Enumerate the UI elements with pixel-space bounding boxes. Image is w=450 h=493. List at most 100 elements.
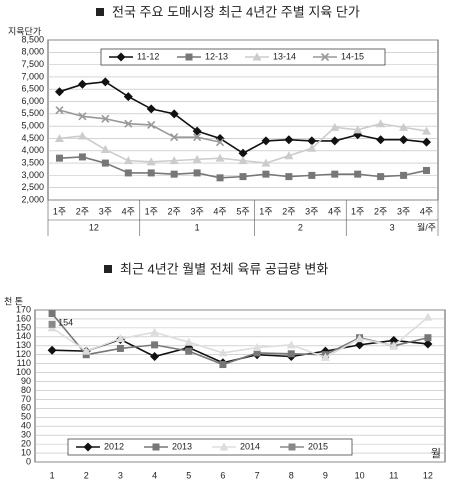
marker <box>101 159 109 167</box>
marker <box>238 148 248 158</box>
legend-label: 2012 <box>104 441 124 451</box>
marker <box>376 119 386 128</box>
marker <box>330 136 340 146</box>
marker <box>307 143 317 152</box>
y-tick-label: 10 <box>21 447 31 457</box>
data-label: 154 <box>58 318 73 328</box>
marker <box>239 173 247 181</box>
legend-label: 2014 <box>240 441 260 451</box>
marker <box>422 126 432 135</box>
marker <box>288 443 296 451</box>
marker <box>423 166 431 174</box>
marker <box>284 151 294 160</box>
x-tick-label: 3 <box>118 470 123 480</box>
marker <box>331 170 339 178</box>
marker <box>54 133 64 142</box>
marker <box>219 361 227 369</box>
marker <box>81 346 91 355</box>
marker <box>170 170 178 178</box>
marker <box>422 137 432 147</box>
y-tick-label: 110 <box>17 358 31 368</box>
legend-label: 2015 <box>308 441 328 451</box>
marker <box>399 135 409 145</box>
x-tick-label: 5 <box>186 470 191 480</box>
x-tick-label: 4주 <box>122 206 135 216</box>
marker <box>287 350 295 358</box>
marker <box>184 337 194 346</box>
y-tick-label: 100 <box>16 367 31 377</box>
x-axis-label: 월 <box>431 447 441 460</box>
group-label: 12 <box>89 222 99 232</box>
x-tick-label: 5주 <box>236 206 249 216</box>
marker <box>123 92 133 102</box>
marker <box>55 106 64 115</box>
x-tick-label: 4주 <box>420 206 433 216</box>
marker <box>48 310 56 318</box>
y-axis-label: 천 톤 <box>4 296 23 306</box>
x-tick-label: 3주 <box>305 206 318 216</box>
y-tick-label: 160 <box>16 313 31 323</box>
x-tick-label: 4주 <box>328 206 341 216</box>
marker <box>219 442 229 451</box>
y-tick-label: 50 <box>21 412 31 422</box>
title-bullet <box>96 8 104 16</box>
x-tick-label: 1주 <box>259 206 272 216</box>
marker <box>320 352 330 361</box>
marker <box>215 138 225 147</box>
marker <box>55 154 63 162</box>
marker <box>355 334 365 343</box>
y-tick-label: 7,000 <box>21 71 44 81</box>
marker <box>116 344 124 352</box>
marker <box>308 171 316 179</box>
marker <box>124 169 132 177</box>
chart-title: 최근 4년간 월별 전체 육류 공급량 변화 <box>120 261 328 276</box>
marker <box>353 125 363 134</box>
marker <box>185 53 193 61</box>
marker <box>252 52 262 61</box>
marker <box>307 136 317 146</box>
y-tick-label: 6,500 <box>21 84 44 94</box>
y-tick-label: 8,500 <box>21 34 44 44</box>
marker <box>262 170 270 178</box>
marker <box>285 173 293 181</box>
marker <box>47 345 57 355</box>
marker <box>152 443 160 451</box>
y-axis-label: 지육단가 <box>8 26 41 36</box>
y-tick-label: 6,000 <box>21 96 44 106</box>
legend-label: 13-14 <box>273 51 296 61</box>
x-tick-label: 7 <box>255 470 260 480</box>
marker <box>192 126 202 136</box>
marker <box>169 156 179 165</box>
legend-label: 2013 <box>172 441 192 451</box>
marker <box>423 312 433 321</box>
y-tick-label: 0 <box>26 456 31 466</box>
y-tick-label: 90 <box>21 376 31 386</box>
marker <box>54 87 64 97</box>
marker <box>238 156 248 165</box>
marker <box>124 119 133 128</box>
legend-label: 14-15 <box>341 51 364 61</box>
marker <box>400 171 408 179</box>
y-tick-label: 5,000 <box>21 121 44 131</box>
x-tick-label: 9 <box>323 470 328 480</box>
marker <box>193 133 202 142</box>
y-tick-label: 2,500 <box>21 182 44 192</box>
marker <box>146 157 156 166</box>
y-tick-label: 120 <box>16 349 31 359</box>
y-tick-label: 40 <box>21 421 31 431</box>
group-label: 3 <box>390 222 395 232</box>
marker <box>354 170 362 178</box>
y-tick-label: 60 <box>21 403 31 413</box>
marker <box>116 52 126 62</box>
y-tick-label: 2,000 <box>21 194 44 204</box>
legend-box <box>67 438 353 456</box>
x-tick-label: 1주 <box>351 206 364 216</box>
y-tick-label: 130 <box>16 340 31 350</box>
marker <box>389 341 399 350</box>
marker <box>147 120 156 129</box>
title-bullet <box>104 265 112 273</box>
marker <box>192 154 202 163</box>
y-tick-label: 4,000 <box>21 145 44 155</box>
x-tick-label: 11 <box>389 470 398 480</box>
